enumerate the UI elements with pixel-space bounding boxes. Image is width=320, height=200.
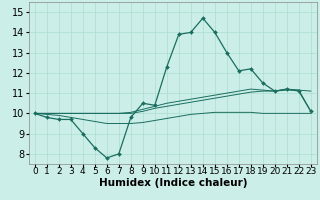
X-axis label: Humidex (Indice chaleur): Humidex (Indice chaleur) [99,178,247,188]
